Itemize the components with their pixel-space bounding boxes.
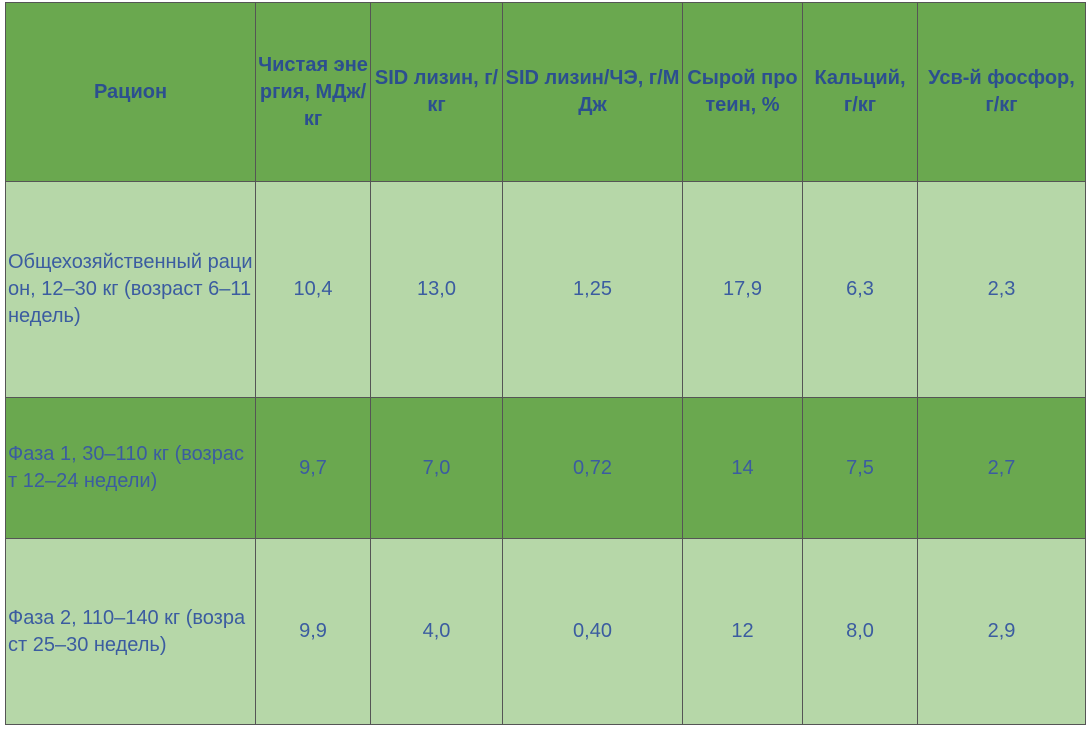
header-cell: Рацион bbox=[5, 2, 256, 182]
header-cell: SID лизин, г/кг bbox=[370, 2, 503, 182]
table-body: Общехозяйственный рацион, 12–30 кг (возр… bbox=[5, 181, 1086, 725]
cell: 9,7 bbox=[255, 397, 371, 539]
row-label: Фаза 2, 110–140 кг (возраст 25–30 недель… bbox=[5, 538, 256, 725]
header-cell: Сырой протеин, % bbox=[682, 2, 803, 182]
cell: 0,40 bbox=[502, 538, 683, 725]
cell: 8,0 bbox=[802, 538, 918, 725]
header-cell: Чистая энергия, МДж/кг bbox=[255, 2, 371, 182]
data-table: Рацион Чистая энергия, МДж/кг SID лизин, г… bbox=[5, 2, 1086, 725]
cell: 0,72 bbox=[502, 397, 683, 539]
cell: 4,0 bbox=[370, 538, 503, 725]
cell: 2,9 bbox=[917, 538, 1086, 725]
cell: 14 bbox=[682, 397, 803, 539]
row-label: Общехозяйственный рацион, 12–30 кг (возр… bbox=[5, 181, 256, 398]
header-row: Рацион Чистая энергия, МДж/кг SID лизин, г… bbox=[5, 2, 1086, 182]
table-row: Фаза 2, 110–140 кг (возраст 25–30 недель… bbox=[5, 538, 1086, 725]
cell: 13,0 bbox=[370, 181, 503, 398]
cell: 10,4 bbox=[255, 181, 371, 398]
table-row: Общехозяйственный рацион, 12–30 кг (возр… bbox=[5, 181, 1086, 398]
header-cell: Усв-й фосфор, г/кг bbox=[917, 2, 1086, 182]
cell: 2,3 bbox=[917, 181, 1086, 398]
cell: 12 bbox=[682, 538, 803, 725]
table-row: Фаза 1, 30–110 кг (возраст 12–24 недели)… bbox=[5, 397, 1086, 539]
cell: 9,9 bbox=[255, 538, 371, 725]
cell: 2,7 bbox=[917, 397, 1086, 539]
cell: 7,5 bbox=[802, 397, 918, 539]
cell: 17,9 bbox=[682, 181, 803, 398]
header-cell: SID лизин/ЧЭ, г/МДж bbox=[502, 2, 683, 182]
cell: 1,25 bbox=[502, 181, 683, 398]
cell: 7,0 bbox=[370, 397, 503, 539]
header-cell: Кальций, г/кг bbox=[802, 2, 918, 182]
cell: 6,3 bbox=[802, 181, 918, 398]
row-label: Фаза 1, 30–110 кг (возраст 12–24 недели) bbox=[5, 397, 256, 539]
